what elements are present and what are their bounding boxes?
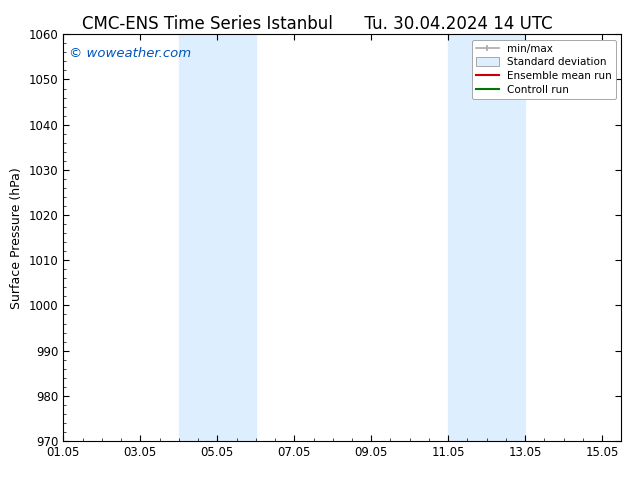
Bar [217, 34, 256, 441]
Y-axis label: Surface Pressure (hPa): Surface Pressure (hPa) [10, 167, 23, 309]
Text: © woweather.com: © woweather.com [69, 47, 191, 59]
Bar [487, 34, 525, 441]
Text: CMC-ENS Time Series Istanbul      Tu. 30.04.2024 14 UTC: CMC-ENS Time Series Istanbul Tu. 30.04.2… [82, 15, 552, 33]
Bar [179, 34, 217, 441]
Bar [448, 34, 487, 441]
Legend: min/max, Standard deviation, Ensemble mean run, Controll run: min/max, Standard deviation, Ensemble me… [472, 40, 616, 99]
